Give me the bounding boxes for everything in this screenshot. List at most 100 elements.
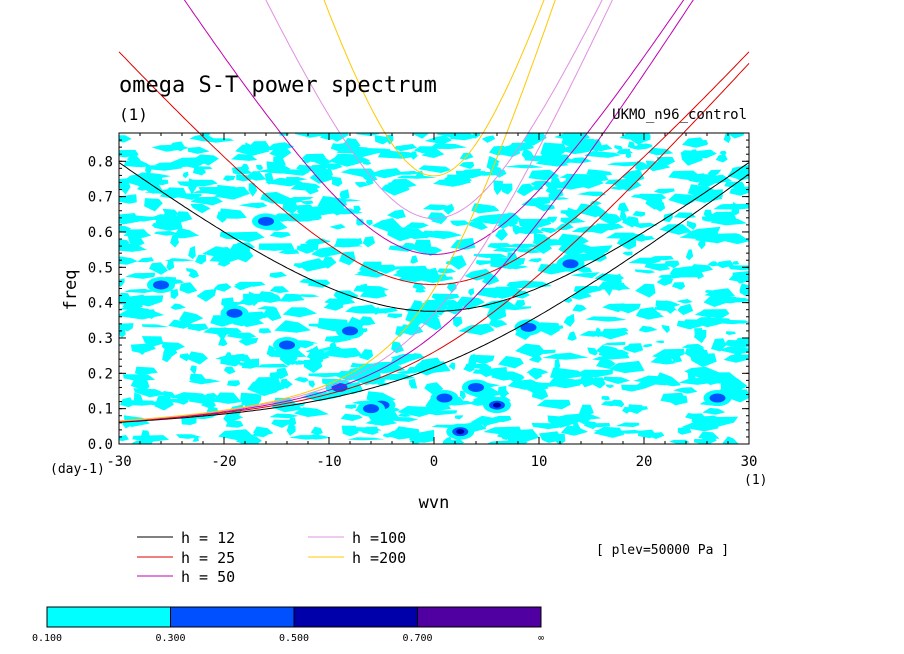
- field-patch: [502, 265, 529, 270]
- field-patch: [187, 146, 210, 154]
- chart-subtitle: (1): [119, 105, 148, 124]
- field-patch: [617, 327, 629, 332]
- field-patch: [376, 382, 390, 386]
- field-patch: [497, 387, 510, 397]
- field-patch: [154, 218, 183, 231]
- field-patch: [134, 366, 158, 376]
- field-patch: [658, 274, 683, 280]
- field-patch: [673, 212, 696, 219]
- curve-gravity: [118, 162, 750, 312]
- curve-gravity: [183, 0, 685, 255]
- field-patch: [705, 211, 735, 222]
- x-tick-label: -30: [106, 454, 131, 470]
- x-axis-ticks: -30 -20 -10 0 10 20 30: [106, 133, 757, 470]
- power-field: [119, 133, 749, 444]
- field-patch: [219, 247, 233, 255]
- field-patch: [352, 148, 378, 158]
- field-patch: [721, 320, 749, 324]
- field-patch: [170, 234, 179, 248]
- field-patch: [366, 220, 373, 226]
- field-patch: [238, 338, 259, 346]
- field-patch: [493, 180, 504, 196]
- field-patch: [528, 355, 542, 363]
- field-patch: [182, 171, 189, 179]
- field-patch: [621, 384, 647, 392]
- field-patch: [591, 377, 606, 389]
- field-blob-core: [342, 326, 358, 336]
- field-patch: [299, 210, 322, 222]
- field-patch: [574, 415, 591, 425]
- field-patch: [258, 328, 272, 334]
- field-patch: [531, 423, 560, 430]
- field-patch: [133, 172, 171, 180]
- field-patch: [436, 133, 465, 139]
- field-patch: [217, 184, 238, 197]
- field-patch: [170, 303, 186, 310]
- field-patch: [732, 260, 740, 265]
- field-patch: [602, 341, 626, 346]
- field-patch: [593, 332, 606, 337]
- field-patch: [175, 211, 193, 223]
- field-patch: [694, 328, 703, 341]
- field-patch: [227, 380, 241, 387]
- field-patch: [681, 420, 720, 432]
- field-patch: [688, 264, 713, 273]
- field-patch: [328, 153, 371, 167]
- field-patch: [702, 407, 726, 415]
- field-patch: [357, 316, 376, 326]
- field-patch: [122, 302, 144, 310]
- field-patch: [310, 426, 323, 436]
- field-patch: [294, 133, 327, 138]
- field-patch: [730, 214, 738, 225]
- curve-gravity: [265, 0, 603, 220]
- field-patch: [329, 224, 346, 230]
- field-patch: [504, 243, 541, 249]
- field-patch: [137, 178, 168, 184]
- field-patch: [597, 212, 623, 226]
- curve-kelvin-like: [118, 0, 556, 422]
- field-patch: [625, 148, 632, 159]
- field-patch: [704, 288, 736, 298]
- field-patch: [637, 379, 661, 389]
- field-patch: [418, 165, 451, 173]
- field-patch: [684, 366, 721, 379]
- field-patch: [318, 347, 363, 358]
- field-patch: [374, 135, 388, 145]
- field-patch: [119, 326, 126, 338]
- field-patch: [129, 215, 158, 222]
- field-patch: [311, 246, 342, 258]
- field-patch: [596, 281, 631, 290]
- field-patch: [412, 133, 429, 139]
- field-patch: [424, 382, 444, 395]
- field-patch: [495, 228, 508, 241]
- field-patch: [147, 214, 183, 222]
- field-patch: [638, 429, 658, 439]
- legend-label: h = 25: [181, 549, 235, 567]
- field-patch: [310, 155, 332, 166]
- field-blob-core: [153, 280, 169, 290]
- field-patch: [596, 356, 616, 369]
- x-axis-label: wvn: [419, 493, 450, 513]
- field-patch: [198, 187, 222, 192]
- field-patch: [589, 201, 602, 206]
- field-patch: [395, 326, 407, 337]
- field-patch: [381, 309, 390, 314]
- field-patch: [622, 406, 631, 414]
- field-patch: [179, 282, 198, 294]
- field-patch: [387, 226, 426, 242]
- field-patch: [560, 209, 582, 217]
- field-patch: [442, 436, 452, 444]
- field-patch: [322, 166, 333, 181]
- field-patch: [642, 343, 653, 348]
- field-patch: [222, 175, 236, 182]
- field-patch: [417, 357, 446, 370]
- field-patch: [256, 363, 289, 368]
- field-patch: [514, 300, 526, 308]
- field-patch: [124, 288, 155, 293]
- field-patch: [638, 325, 658, 333]
- field-patch: [601, 352, 630, 360]
- field-patch: [159, 187, 187, 199]
- field-patch: [162, 391, 176, 398]
- field-patch: [388, 417, 419, 422]
- colorbar-segment: [417, 606, 542, 628]
